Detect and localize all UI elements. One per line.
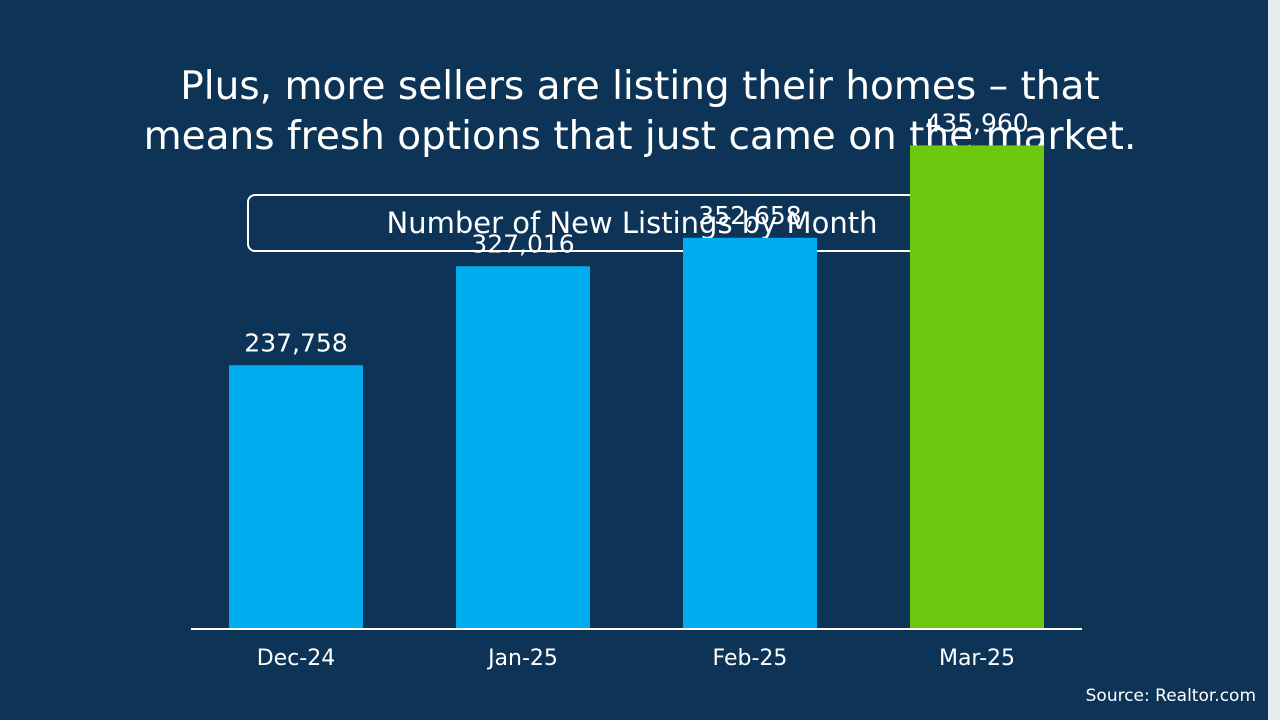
value-label-dec-24: 237,758	[244, 328, 347, 357]
chart-title: Number of New Listings by Month	[386, 206, 878, 240]
value-label-feb-25: 352,658	[698, 201, 801, 230]
value-label-jan-25: 327,016	[471, 229, 574, 258]
bar-mar-25	[910, 145, 1044, 629]
bar-jan-25	[456, 266, 590, 629]
bar-dec-24	[229, 365, 363, 629]
category-label-dec-24: Dec-24	[257, 646, 336, 671]
chart-title-box: Number of New Listings by Month	[247, 194, 1017, 252]
category-label-feb-25: Feb-25	[713, 646, 788, 671]
headline: Plus, more sellers are listing their hom…	[60, 62, 1220, 162]
category-label-mar-25: Mar-25	[939, 646, 1015, 671]
source-note: Source: Realtor.com	[1085, 686, 1256, 706]
category-label-jan-25: Jan-25	[486, 646, 558, 671]
headline-line-1: Plus, more sellers are listing their hom…	[180, 64, 1100, 109]
value-label-mar-25: 435,960	[925, 108, 1028, 137]
right-edge-strip	[1268, 0, 1280, 720]
bar-feb-25	[683, 237, 817, 629]
